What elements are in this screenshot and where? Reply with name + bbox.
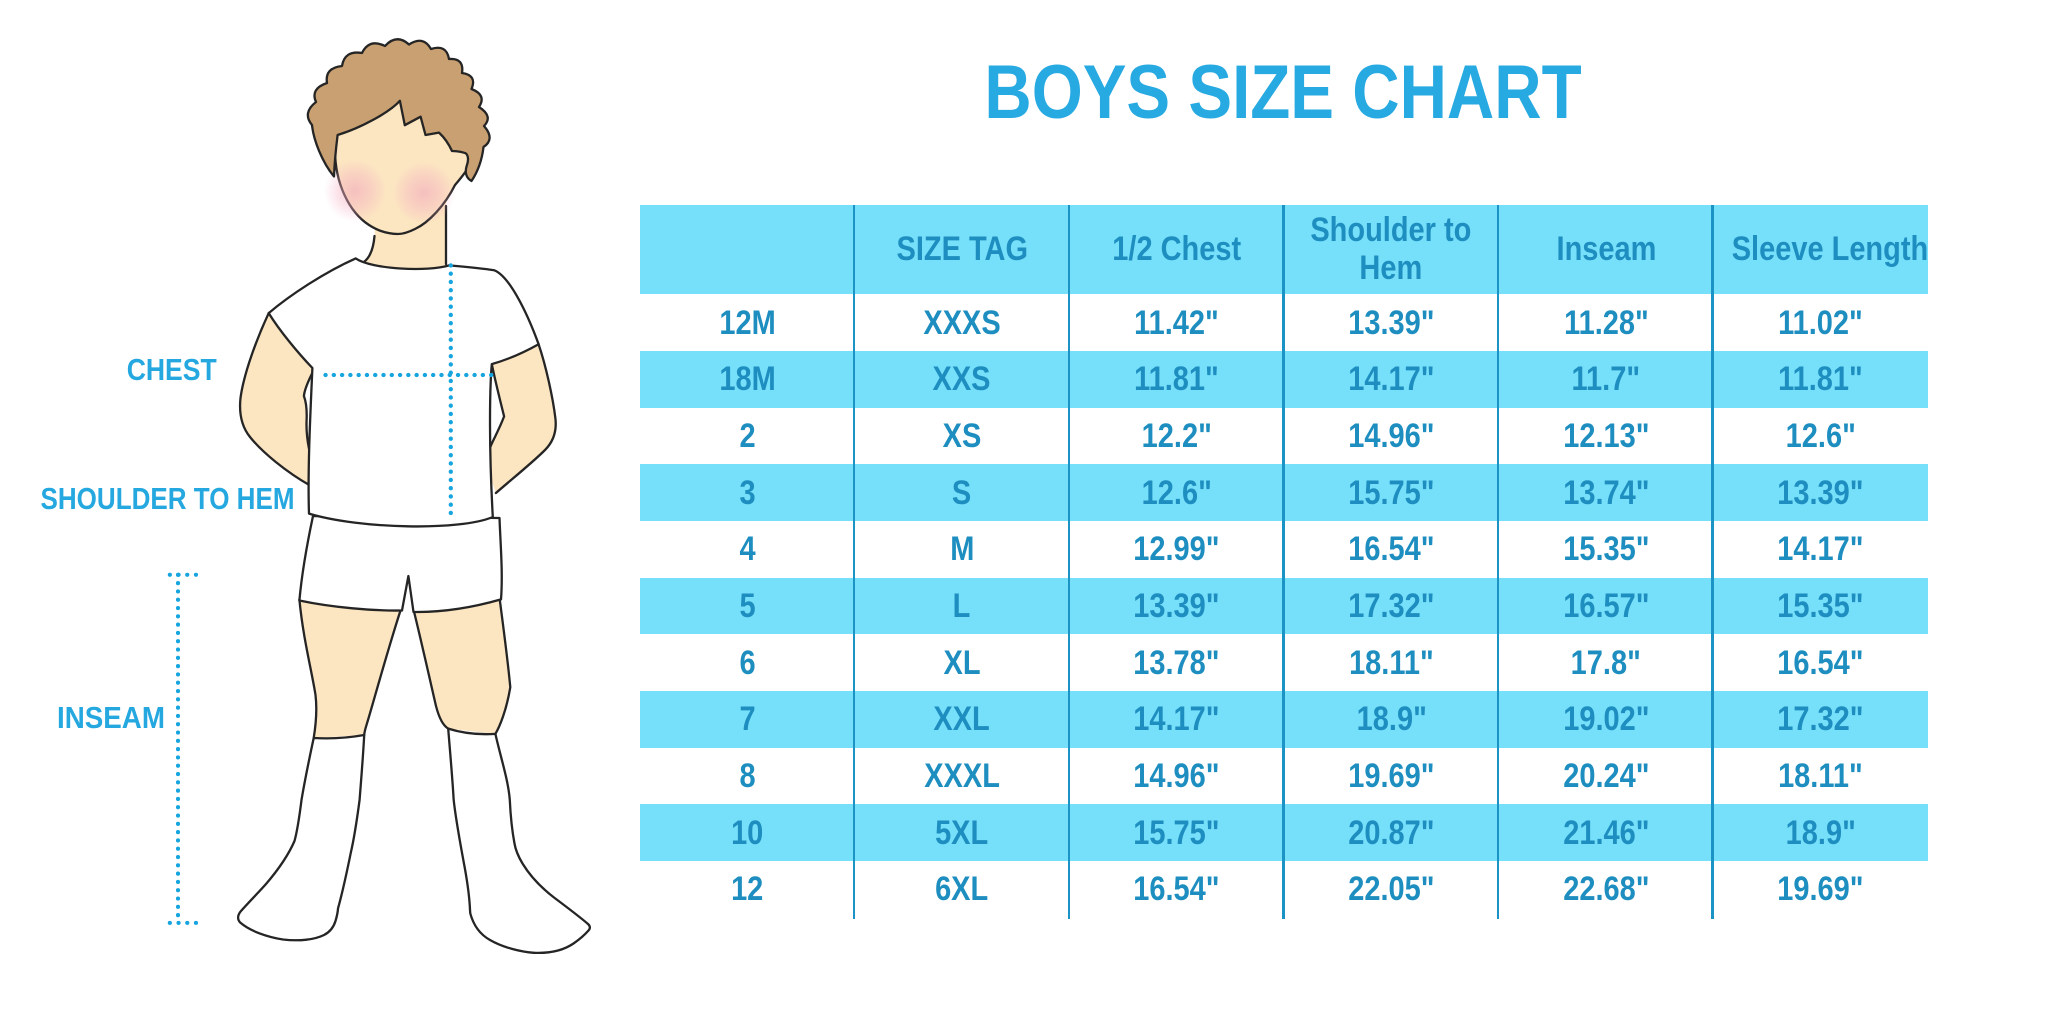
svg-text:SHOULDER TO HEM: SHOULDER TO HEM	[41, 481, 295, 516]
svg-text:INSEAM: INSEAM	[57, 700, 165, 735]
svg-text:CHEST: CHEST	[127, 352, 217, 387]
